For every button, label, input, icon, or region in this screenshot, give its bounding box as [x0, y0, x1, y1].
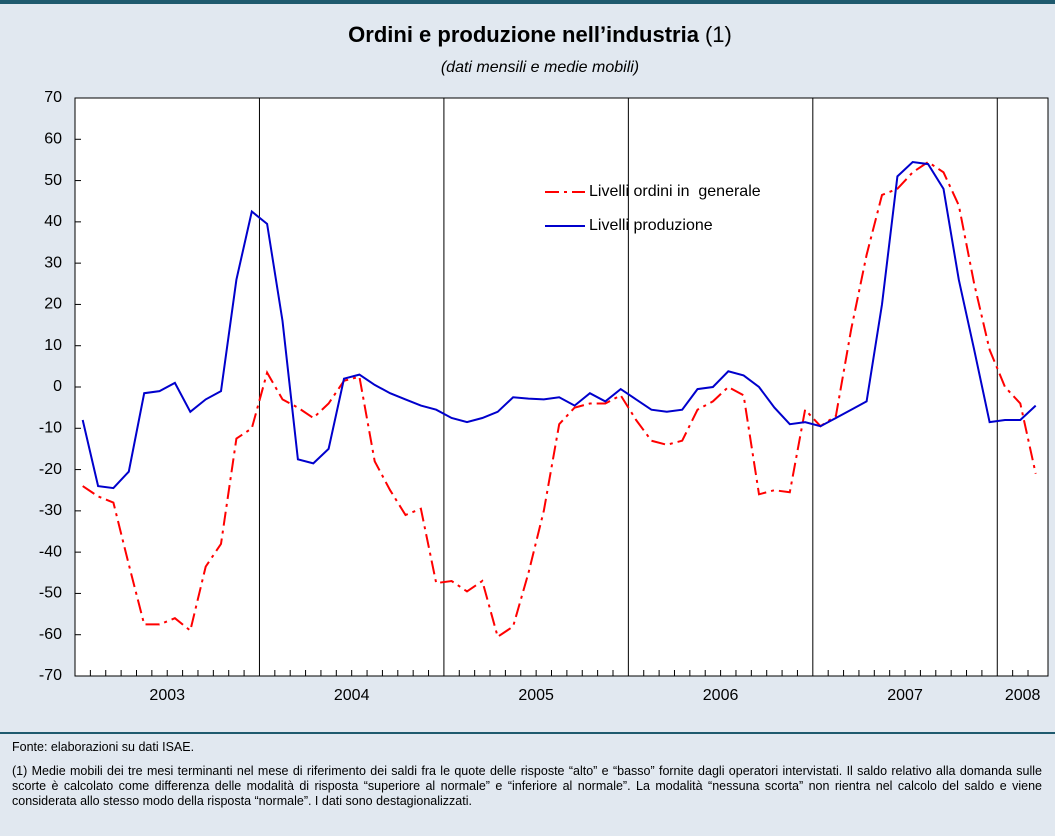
- title-note: (1): [705, 22, 732, 47]
- y-tick-label: -50: [39, 585, 62, 602]
- series-line: [81, 160, 1037, 490]
- x-tick-label: 2004: [334, 687, 370, 704]
- chart: Ordini e produzione nell’industria (1) (d…: [0, 0, 1055, 734]
- x-tick-label: 2008: [1005, 687, 1041, 704]
- y-tick-label: -20: [39, 461, 62, 478]
- top-bar: [0, 0, 1055, 4]
- plot-area: [74, 97, 1049, 677]
- y-tick-label: 30: [44, 254, 62, 271]
- y-tick-label: -10: [39, 420, 62, 437]
- y-tick-label: 20: [44, 296, 62, 313]
- series-line: [82, 160, 1037, 639]
- x-tick-label: 2005: [518, 687, 554, 704]
- y-tick-label: 50: [44, 172, 62, 189]
- y-tick-label: -40: [39, 543, 62, 560]
- y-tick-label: 10: [44, 337, 62, 354]
- y-tick-label: -70: [39, 667, 62, 684]
- y-tick-label: 70: [44, 89, 62, 106]
- legend-label: Livelli produzione: [589, 217, 713, 234]
- x-tick-label: 2003: [149, 687, 185, 704]
- y-tick-label: 0: [53, 378, 62, 395]
- chart-subtitle: (dati mensili e medie mobili): [441, 59, 639, 76]
- y-tick-label: -60: [39, 626, 62, 643]
- source: Fonte: elaborazioni su dati ISAE.: [12, 740, 195, 754]
- x-tick-label: 2006: [703, 687, 739, 704]
- title-main: Ordini e produzione nell’industria: [348, 22, 700, 47]
- legend-label: Livelli ordini in generale: [589, 183, 761, 200]
- y-tick-label: -30: [39, 502, 62, 519]
- x-tick-label: 2007: [887, 687, 923, 704]
- chart-title: Ordini e produzione nell’industria (1): [348, 22, 732, 47]
- y-tick-label: 40: [44, 213, 62, 230]
- note: (1) Medie mobili dei tre mesi terminanti…: [12, 764, 1042, 808]
- y-tick-label: 60: [44, 131, 62, 148]
